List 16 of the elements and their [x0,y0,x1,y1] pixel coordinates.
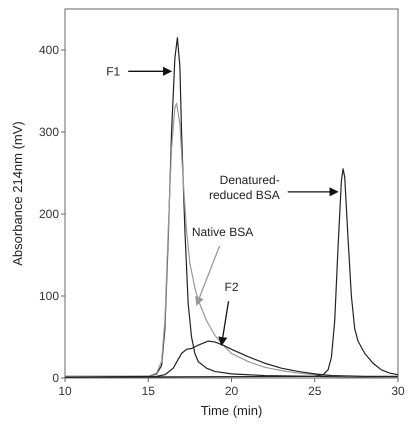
x-tick-label: 10 [58,384,72,398]
x-tick-label: 15 [142,384,156,398]
x-tick-label: 30 [391,384,405,398]
annotation: Native BSA [192,225,254,240]
annotation: F2 [224,280,239,294]
x-tick-label: 25 [308,384,322,398]
annotation: Denatured- reduced BSA [209,172,280,202]
y-tick-label: 400 [38,43,60,57]
y-tick-label: 100 [38,289,60,303]
annotation: F1 [106,64,121,78]
y-axis-title: Absorbance 214nm (mV) [10,121,25,266]
y-tick-label: 300 [38,125,60,139]
y-tick-label: 200 [38,207,60,221]
x-tick-label: 20 [224,384,238,398]
y-tick-label: 0 [52,371,60,385]
x-axis-title: Time (min) [200,403,262,418]
